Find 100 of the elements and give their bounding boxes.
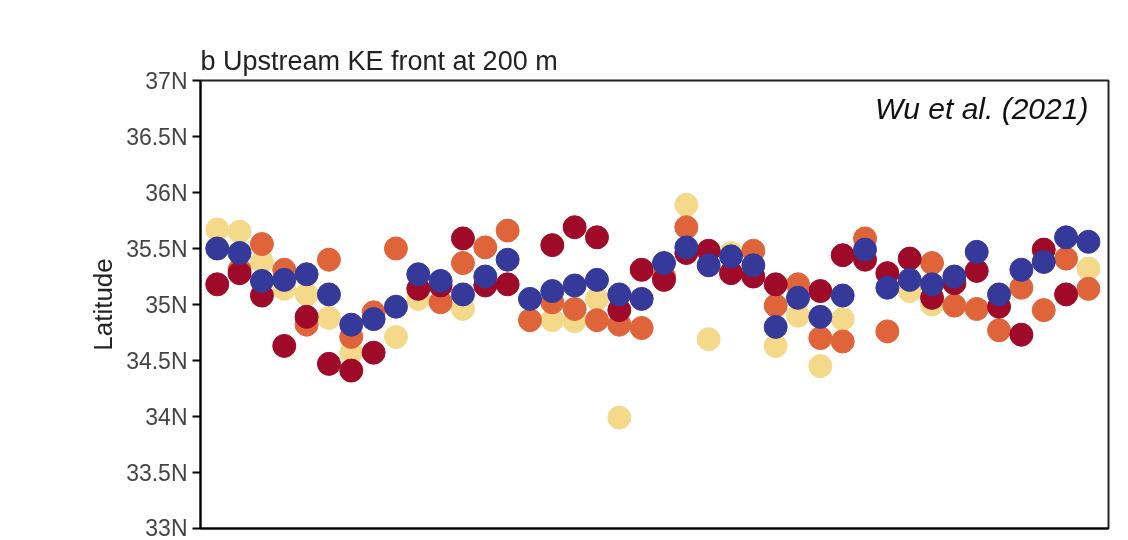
point (316, 247, 341, 272)
y-tick-label: 35.5N (126, 235, 188, 262)
point (540, 279, 565, 304)
point (562, 273, 587, 298)
point (517, 308, 542, 333)
point (987, 282, 1012, 307)
point (294, 304, 319, 329)
point (383, 325, 408, 349)
point (450, 251, 475, 276)
point (249, 232, 274, 256)
point (1076, 256, 1101, 281)
point (383, 236, 408, 261)
point (942, 264, 967, 289)
point (897, 267, 922, 292)
point (696, 327, 721, 352)
chart-title: b Upstream KE front at 200 m (200, 45, 558, 76)
point (361, 340, 386, 365)
point (607, 282, 632, 307)
point (763, 314, 788, 339)
point (942, 293, 967, 318)
point (361, 307, 386, 332)
point (1076, 229, 1101, 254)
point (495, 247, 520, 272)
point (272, 333, 297, 358)
annotation: Wu et al. (2021) (874, 92, 1089, 125)
point (964, 239, 989, 264)
point (629, 257, 654, 282)
point (1009, 257, 1034, 282)
point (1054, 225, 1079, 250)
point (607, 405, 632, 430)
point (205, 272, 230, 297)
point (1054, 282, 1079, 307)
point (428, 269, 453, 293)
point (964, 297, 989, 321)
point (808, 304, 833, 329)
y-tick-label: 36N (145, 179, 188, 206)
point (316, 282, 341, 307)
point (830, 283, 855, 308)
point (316, 351, 341, 376)
point (562, 215, 587, 240)
y-tick-label: 34N (145, 403, 188, 430)
point (316, 305, 341, 330)
point (517, 286, 542, 311)
point (741, 253, 766, 278)
point (830, 329, 855, 354)
point (205, 236, 230, 261)
point (540, 233, 565, 258)
point (227, 261, 252, 286)
y-tick-label: 35N (145, 291, 188, 318)
point (339, 312, 364, 337)
point (249, 269, 274, 293)
point (1009, 322, 1034, 347)
point (651, 251, 676, 276)
point (786, 285, 811, 310)
point (674, 192, 699, 217)
point (227, 241, 252, 265)
point (473, 235, 498, 260)
point (763, 293, 788, 318)
point (584, 308, 609, 333)
point (920, 272, 945, 297)
point (1076, 276, 1101, 301)
point (339, 358, 364, 383)
point (294, 262, 319, 287)
point (830, 307, 855, 332)
point (763, 272, 788, 297)
point (1054, 246, 1079, 271)
y-tick-label: 34.5N (126, 347, 188, 374)
point (808, 279, 833, 304)
point (450, 282, 475, 307)
point (920, 251, 945, 276)
point (584, 267, 609, 292)
point (1031, 249, 1056, 274)
y-tick-label: 37N (145, 67, 188, 94)
point (473, 264, 498, 289)
y-tick-label: 36.5N (126, 123, 188, 150)
point (696, 253, 721, 278)
y-axis-title: Latitude (88, 258, 119, 351)
point (674, 235, 699, 260)
point (272, 267, 297, 292)
point (495, 272, 520, 297)
y-tick-label: 33.5N (126, 459, 188, 486)
point (830, 243, 855, 268)
point (562, 297, 587, 321)
point (875, 319, 900, 344)
point (495, 218, 520, 243)
point (987, 318, 1012, 343)
point (227, 219, 252, 244)
point (808, 326, 833, 351)
y-tick-label: 33N (145, 514, 188, 540)
point (674, 215, 699, 240)
point (853, 237, 878, 262)
point (584, 225, 609, 250)
point (406, 262, 431, 287)
point (383, 294, 408, 319)
point (808, 354, 833, 379)
point (875, 275, 900, 300)
point (450, 226, 475, 251)
point (1031, 298, 1056, 323)
point (897, 246, 922, 271)
point (629, 286, 654, 311)
